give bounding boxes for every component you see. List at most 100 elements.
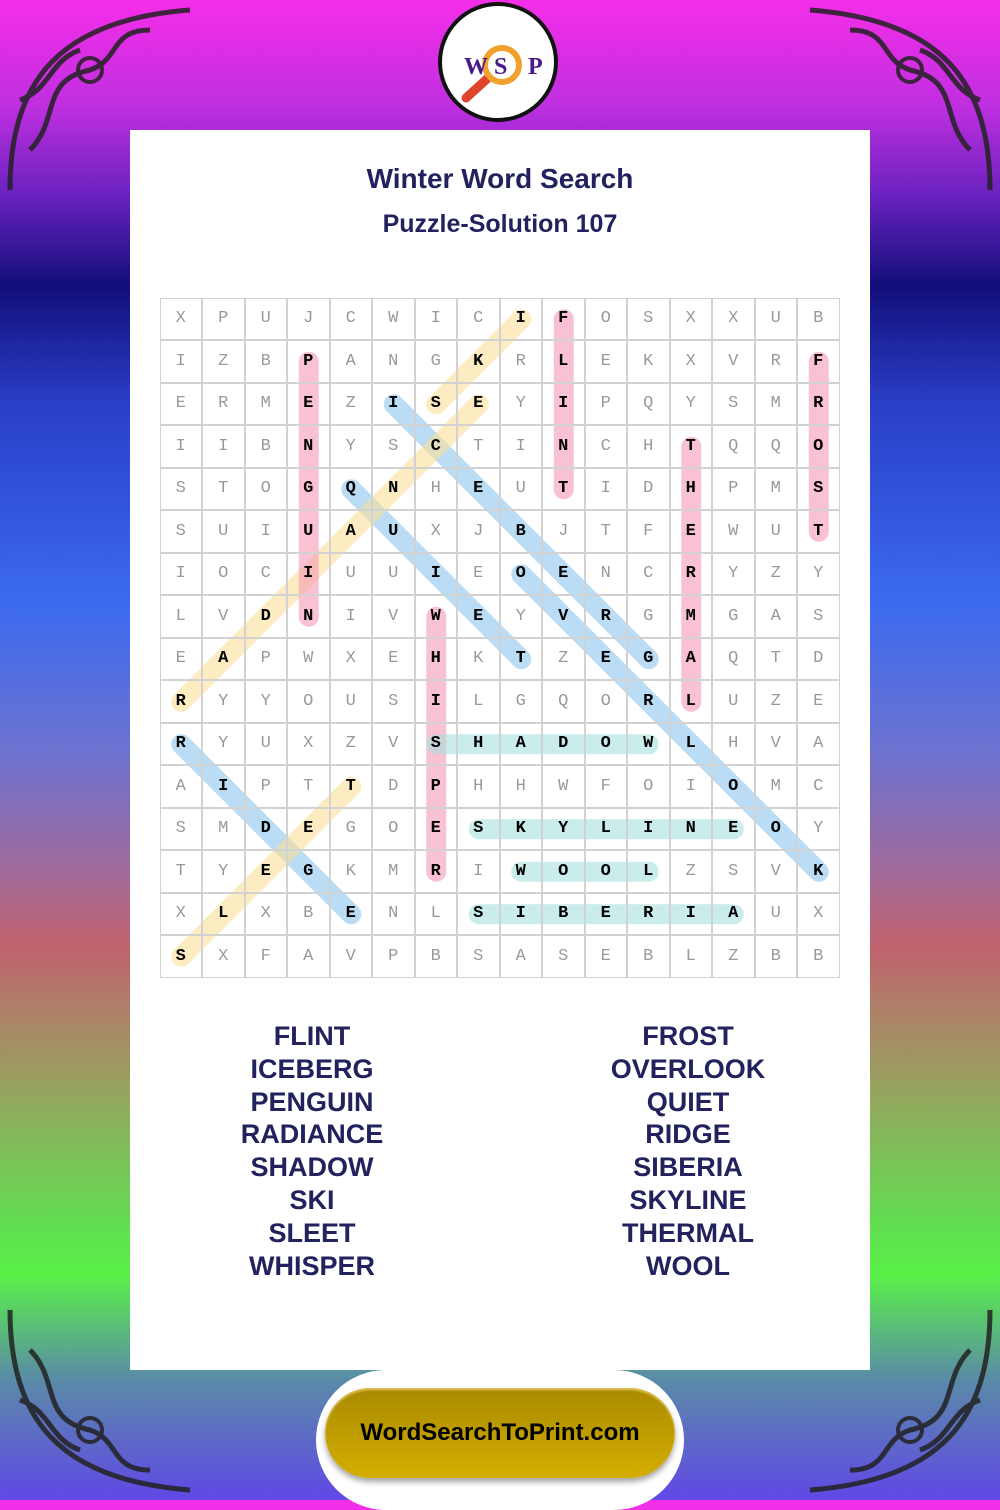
grid-cell: S bbox=[159, 510, 202, 553]
grid-cell: O bbox=[627, 765, 670, 808]
grid-cell: R bbox=[627, 680, 670, 723]
grid-cell: O bbox=[499, 552, 542, 595]
grid-cell: I bbox=[372, 382, 415, 425]
grid-cell: E bbox=[584, 340, 627, 383]
grid-cell: Q bbox=[329, 467, 372, 510]
grid-cell: T bbox=[159, 850, 202, 893]
grid-cell: H bbox=[669, 467, 712, 510]
grid-cell: I bbox=[457, 850, 500, 893]
grid-cell: X bbox=[244, 892, 287, 935]
grid-cell: C bbox=[457, 297, 500, 340]
grid-cell: E bbox=[457, 467, 500, 510]
grid-cell: Q bbox=[712, 425, 755, 468]
word-list-item: OVERLOOK bbox=[610, 1053, 766, 1084]
grid-cell: K bbox=[499, 807, 542, 850]
grid-cell: L bbox=[584, 807, 627, 850]
grid-cell: O bbox=[584, 850, 627, 893]
grid-cell: B bbox=[499, 510, 542, 553]
word-list-item: SLEET bbox=[268, 1217, 356, 1248]
grid-cell: B bbox=[244, 340, 287, 383]
grid-cell: O bbox=[797, 425, 840, 468]
grid-cell: K bbox=[457, 340, 500, 383]
grid-cell: H bbox=[712, 722, 755, 765]
grid-cell: P bbox=[244, 637, 287, 680]
grid-cell: I bbox=[627, 807, 670, 850]
word-list-item: THERMAL bbox=[622, 1217, 754, 1248]
grid-cell: K bbox=[457, 637, 500, 680]
page-title: Winter Word Search bbox=[366, 163, 634, 194]
grid-cell: U bbox=[244, 722, 287, 765]
grid-cell: E bbox=[287, 382, 330, 425]
grid-cell: T bbox=[797, 510, 840, 553]
grid-cell: U bbox=[712, 680, 755, 723]
grid-cell: I bbox=[584, 467, 627, 510]
site-link-button[interactable]: WordSearchToPrint.com bbox=[325, 1388, 675, 1478]
grid-cell: K bbox=[627, 340, 670, 383]
highlight-quiet bbox=[341, 479, 532, 670]
grid-cell: S bbox=[159, 935, 202, 978]
grid-cell: Z bbox=[329, 382, 372, 425]
grid-cell: R bbox=[499, 340, 542, 383]
word-list-item: SKI bbox=[289, 1184, 335, 1215]
svg-text:P: P bbox=[528, 54, 543, 80]
grid-cell: Y bbox=[244, 680, 287, 723]
grid-cell: U bbox=[754, 892, 797, 935]
grid-cell: R bbox=[584, 595, 627, 638]
grid-cell: Z bbox=[754, 680, 797, 723]
grid-cell: N bbox=[372, 892, 415, 935]
grid-cell: O bbox=[244, 467, 287, 510]
word-list-item: SHADOW bbox=[250, 1152, 374, 1183]
grid-cell: S bbox=[372, 680, 415, 723]
grid-cell: B bbox=[754, 935, 797, 978]
grid-cell: L bbox=[202, 892, 245, 935]
grid-cell: Y bbox=[329, 425, 372, 468]
grid-cell: M bbox=[202, 807, 245, 850]
grid-cell: Z bbox=[329, 722, 372, 765]
grid-cell: Y bbox=[712, 552, 755, 595]
grid-cell: I bbox=[287, 552, 330, 595]
grid-cell: O bbox=[584, 722, 627, 765]
grid-cell: A bbox=[499, 722, 542, 765]
grid-cell: K bbox=[329, 850, 372, 893]
grid-cell: Q bbox=[754, 425, 797, 468]
grid-cell: I bbox=[669, 892, 712, 935]
grid-cell: E bbox=[329, 892, 372, 935]
grid-cell: G bbox=[287, 467, 330, 510]
word-list-item: RADIANCE bbox=[240, 1119, 384, 1150]
grid-cell: U bbox=[372, 510, 415, 553]
grid-cell: B bbox=[244, 425, 287, 468]
ornament-flourish-icon bbox=[809, 1309, 993, 1493]
grid-cell: W bbox=[287, 637, 330, 680]
grid-cell: C bbox=[329, 297, 372, 340]
word-list-item: FLINT bbox=[273, 1021, 351, 1051]
word-list-item: WOOL bbox=[646, 1250, 730, 1281]
grid-cell: N bbox=[584, 552, 627, 595]
grid-cell: O bbox=[202, 552, 245, 595]
magnifier-icon: W S P bbox=[461, 45, 543, 103]
grid-cell: I bbox=[414, 680, 457, 723]
grid-cell: C bbox=[797, 765, 840, 808]
word-list-item: RIDGE bbox=[645, 1119, 731, 1150]
grid-cell: Y bbox=[202, 722, 245, 765]
grid-cell: E bbox=[414, 807, 457, 850]
wsp-logo: W S P bbox=[438, 2, 558, 122]
grid-cell: Q bbox=[627, 382, 670, 425]
grid-cell: V bbox=[372, 595, 415, 638]
grid-cell: E bbox=[457, 552, 500, 595]
ornament-flourish-icon bbox=[809, 7, 993, 191]
grid-cell: U bbox=[244, 297, 287, 340]
grid-cell: Y bbox=[499, 382, 542, 425]
grid-cell: V bbox=[754, 722, 797, 765]
grid-cell: X bbox=[669, 340, 712, 383]
grid-cell: S bbox=[627, 297, 670, 340]
word-list-item: PENGUIN bbox=[250, 1086, 374, 1117]
grid-cell: T bbox=[754, 637, 797, 680]
grid-cell: E bbox=[584, 892, 627, 935]
grid-cell: C bbox=[627, 552, 670, 595]
grid-cell: Y bbox=[797, 807, 840, 850]
grid-cell: B bbox=[627, 935, 670, 978]
grid-cell: U bbox=[329, 680, 372, 723]
grid-cell: H bbox=[457, 722, 500, 765]
grid-cell: W bbox=[712, 510, 755, 553]
